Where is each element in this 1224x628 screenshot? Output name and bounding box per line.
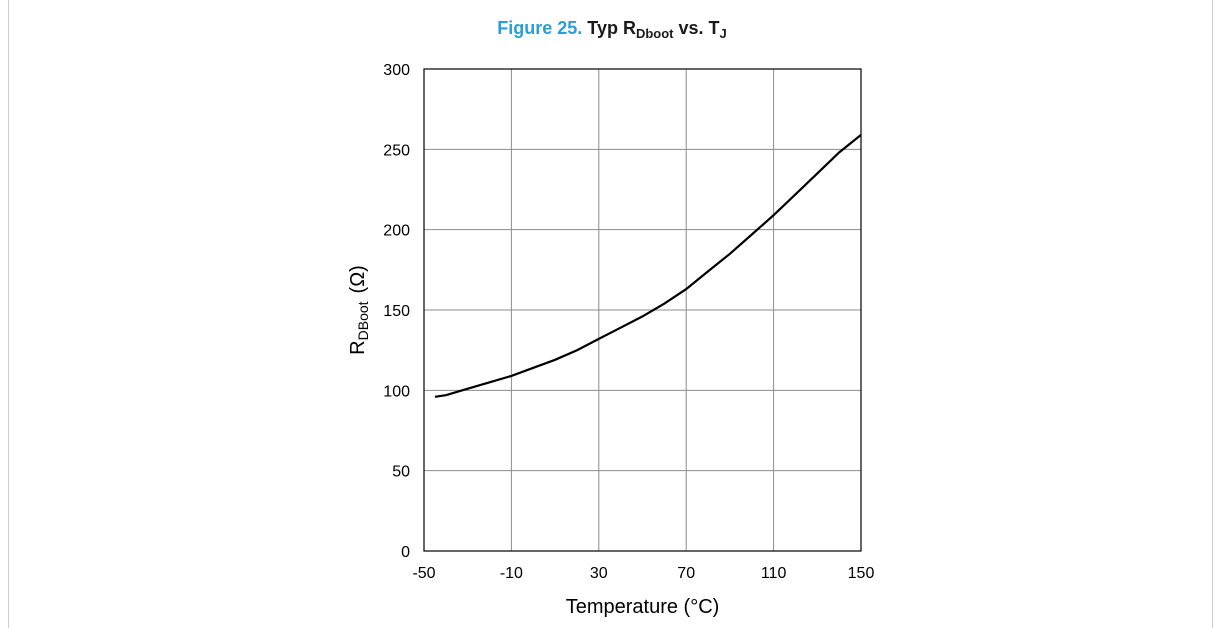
y-axis-label-unit: (Ω) (347, 265, 369, 293)
grid-lines (423, 68, 862, 552)
x-tick-label: 150 (848, 565, 875, 582)
x-tick-label: 30 (590, 565, 608, 582)
y-axis-label-main: R (347, 340, 369, 354)
figure-frame (8, 0, 1213, 628)
series-line (434, 134, 862, 398)
y-tick-label: 300 (383, 62, 410, 79)
x-tick-label: 70 (677, 565, 695, 582)
figure-title-main: Typ R (587, 18, 636, 38)
figure-title-subscript-2: J (719, 26, 727, 41)
x-tick-label: -50 (412, 565, 435, 582)
y-axis-label-subscript: DBoot (355, 301, 371, 340)
y-tick-label: 100 (383, 383, 410, 400)
figure-title-subscript: Dboot (635, 26, 674, 41)
x-axis-label: Temperature (°C) (566, 596, 720, 618)
figure-title-mid: vs. T (673, 18, 720, 38)
x-tick-label: -10 (500, 565, 523, 582)
y-tick-label: 200 (383, 223, 410, 240)
y-tick-labels: 0 50 100 150 200 250 300 (383, 62, 410, 561)
plot-border (423, 68, 862, 552)
y-tick-label: 0 (401, 544, 410, 561)
y-tick-label: 250 (383, 142, 410, 159)
x-tick-labels: -50 -10 30 70 110 150 (412, 565, 874, 582)
y-tick-label: 50 (392, 464, 410, 481)
y-tick-label: 150 (383, 303, 410, 320)
figure-number: Figure 25. (497, 18, 583, 38)
figure-caption: Figure 25. Typ RDboot vs. TJ (0, 18, 1224, 41)
y-axis-label: RDBoot (Ω) (347, 265, 371, 355)
x-tick-label: 110 (761, 565, 787, 582)
